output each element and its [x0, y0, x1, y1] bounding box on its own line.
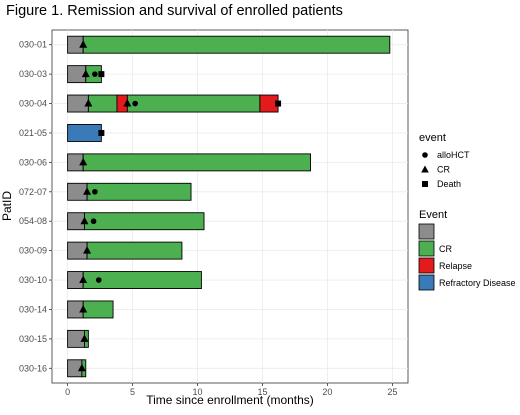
plot-panel [51, 29, 409, 384]
allohct-marker [92, 188, 98, 195]
state-legend-label: CR [439, 244, 452, 254]
y-tick-label: 030-09 [19, 246, 47, 256]
state-legend-swatch [418, 223, 435, 240]
bar-segment-054-08 [84, 212, 205, 231]
y-tick-label: 054-08 [19, 216, 47, 226]
x-axis-ticks: 0 5 10 15 20 25 [65, 383, 397, 397]
bar-segment-030-04 [67, 94, 89, 113]
cr-marker [83, 246, 92, 254]
bar-segment-021-05 [67, 124, 102, 142]
x-tick-label: 20 [322, 387, 332, 397]
bar-segment-030-04 [126, 94, 261, 113]
cr-marker [79, 275, 88, 284]
event-legend-label: Death [437, 179, 461, 189]
death-marker [98, 71, 105, 78]
bar-segment-030-14 [82, 300, 114, 319]
x-tick-label: 15 [257, 387, 267, 397]
state-legend-label: Refractory Disease [439, 278, 516, 288]
event-marker-legend: event alloHCT CR Death [419, 132, 470, 189]
cr-marker [84, 99, 93, 107]
x-tick-label: 5 [130, 387, 135, 397]
event-legend-label: alloHCT [437, 150, 470, 160]
death-legend-icon [422, 181, 428, 187]
bar-segment-030-04 [87, 94, 118, 113]
allohct-legend-icon [422, 152, 428, 158]
event-legend-label: CR [437, 165, 450, 175]
cr-marker [80, 334, 89, 342]
figure-title: Figure 1. Remission and survival of enro… [6, 3, 343, 19]
y-tick-label: 030-15 [19, 334, 47, 344]
cr-legend-icon [421, 165, 429, 173]
x-tick-label: 10 [193, 387, 203, 397]
y-axis-ticks: 030-01 030-03 030-04 021-05 030-06 072-07 054-… [19, 40, 52, 373]
allohct-marker [95, 277, 102, 283]
cr-marker [79, 304, 88, 313]
y-tick-label: 072-07 [19, 187, 47, 197]
state-legend-title: Event [419, 209, 447, 221]
bar-segment-072-07 [86, 182, 192, 201]
y-tick-label: 030-16 [19, 363, 47, 373]
event-state-legend: Event CR Relapse Refractory Disease [418, 209, 516, 291]
cr-marker [79, 157, 88, 166]
y-tick-label: 030-01 [19, 40, 47, 50]
cr-marker [77, 363, 86, 372]
allohct-marker [90, 218, 97, 225]
y-tick-label: 030-04 [19, 99, 47, 109]
y-tick-label: 030-10 [19, 275, 47, 285]
state-legend-swatch [418, 274, 435, 291]
bar-segment-072-07 [67, 182, 88, 201]
bar-segment-030-15 [67, 329, 85, 348]
bar-segment-030-01 [82, 35, 391, 54]
y-tick-label: 030-03 [19, 69, 47, 79]
cr-marker [79, 40, 88, 48]
state-legend-swatch [418, 257, 435, 274]
state-legend-label: Relapse [439, 261, 472, 271]
bar-segment-030-09 [86, 241, 183, 260]
x-tick-label: 0 [65, 387, 70, 397]
death-marker [98, 129, 105, 136]
event-markers [77, 40, 282, 372]
death-marker [275, 100, 282, 107]
bar-segment-030-03 [67, 65, 87, 84]
event-legend-title: event [419, 132, 446, 144]
allohct-marker [92, 71, 98, 77]
cr-marker [80, 216, 89, 225]
cr-marker [123, 99, 132, 107]
y-axis-title: PatID [0, 191, 14, 221]
allohct-marker [132, 100, 138, 107]
swim-bars [67, 35, 391, 378]
y-tick-label: 021-05 [19, 128, 47, 138]
bar-segment-030-06 [82, 153, 312, 172]
cr-marker [83, 187, 92, 195]
cr-marker [81, 69, 90, 78]
x-axis-title: Time since enrollment (months) [146, 393, 314, 407]
state-legend-swatch [418, 240, 435, 257]
bar-segment-054-08 [67, 212, 85, 231]
bar-segment-030-09 [67, 241, 88, 260]
x-tick-label: 25 [387, 387, 397, 397]
y-tick-label: 030-06 [19, 157, 47, 167]
y-tick-label: 030-14 [19, 304, 47, 314]
